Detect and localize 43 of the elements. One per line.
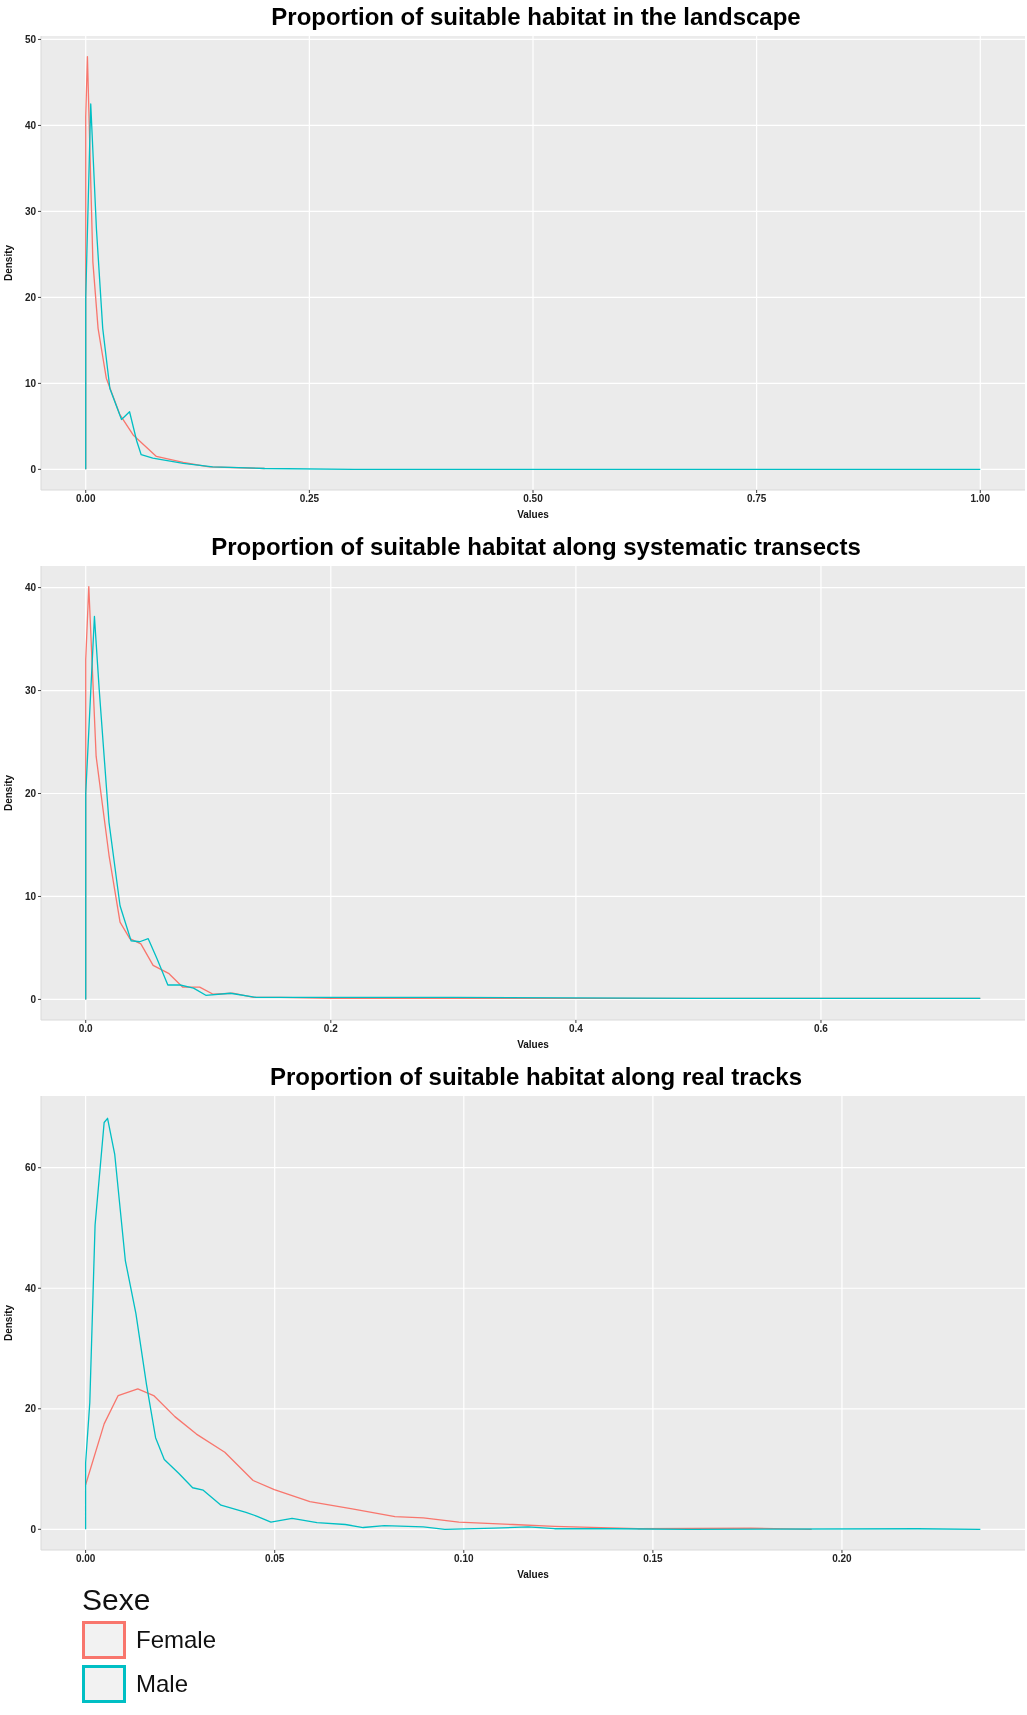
y-axis-title: Density — [2, 774, 14, 812]
y-tick-label: 20 — [24, 788, 37, 800]
y-tick-label: 30 — [24, 685, 37, 697]
y-tick-label: 30 — [24, 205, 37, 217]
legend-label: Female — [136, 1626, 217, 1654]
chart-title: Proportion of suitable habitat in the landscape — [270, 2, 802, 32]
y-tick-label: 0 — [30, 1523, 37, 1535]
y-tick-label: 20 — [24, 1403, 37, 1415]
y-tick-label: 60 — [24, 1162, 37, 1174]
y-tick-label: 0 — [30, 993, 37, 1005]
x-tick-label: 0.75 — [746, 493, 767, 505]
legend-label: Male — [136, 1670, 189, 1698]
x-tick-label: 0.05 — [264, 1553, 285, 1565]
y-tick-label: 40 — [24, 119, 37, 131]
x-tick-label: 0.20 — [832, 1553, 853, 1565]
x-tick-label: 0.10 — [454, 1553, 474, 1565]
x-axis-title: Values — [517, 1039, 550, 1050]
y-tick-label: 50 — [24, 33, 37, 45]
x-tick-label: 0.4 — [568, 1023, 584, 1035]
chart-title: Proportion of suitable habitat along real tracks — [268, 1062, 804, 1092]
x-tick-label: 1.00 — [970, 493, 991, 505]
x-axis-title: Values — [517, 1569, 550, 1580]
y-axis-title: Density — [2, 1304, 14, 1342]
x-tick-label: 0.15 — [643, 1553, 664, 1565]
y-tick-label: 40 — [24, 1282, 37, 1294]
x-tick-label: 0.50 — [523, 493, 544, 505]
x-tick-label: 0.25 — [299, 493, 320, 505]
x-tick-label: 0.00 — [75, 1553, 96, 1565]
x-tick-label: 0.00 — [75, 493, 96, 505]
x-axis-title: Values — [517, 509, 550, 520]
x-tick-label: 0.2 — [323, 1023, 339, 1035]
line-series — [84, 1117, 982, 1530]
y-tick-label: 20 — [24, 291, 37, 303]
legend-title: Sexe — [82, 1582, 152, 1618]
x-tick-label: 0.6 — [814, 1023, 829, 1035]
y-axis-title: Density — [2, 244, 14, 282]
y-tick-label: 40 — [24, 582, 37, 594]
x-tick-label: 0.0 — [78, 1023, 94, 1035]
y-tick-label: 10 — [24, 377, 37, 389]
y-tick-label: 10 — [24, 891, 37, 903]
chart-title: Proportion of suitable habitat along systematic transects — [210, 532, 862, 562]
line-series — [85, 103, 981, 471]
y-tick-label: 0 — [30, 463, 37, 475]
